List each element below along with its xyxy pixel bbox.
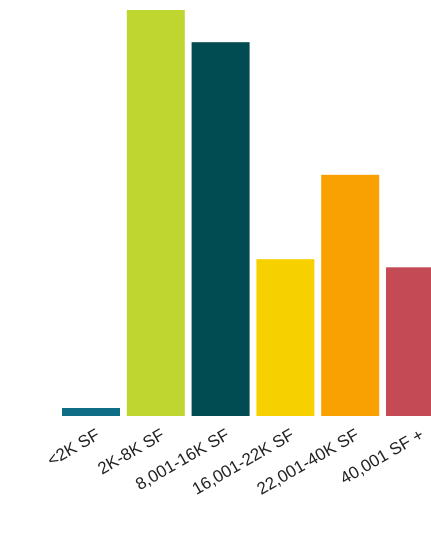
bar-1 [126, 10, 185, 416]
bar-3 [256, 259, 315, 416]
bar-2 [191, 42, 250, 416]
x-tick-label-0: <2K SF [44, 425, 103, 470]
bar-4 [321, 174, 380, 416]
bars-group [62, 10, 431, 416]
bar-0 [62, 408, 120, 416]
bar-5 [386, 267, 431, 416]
